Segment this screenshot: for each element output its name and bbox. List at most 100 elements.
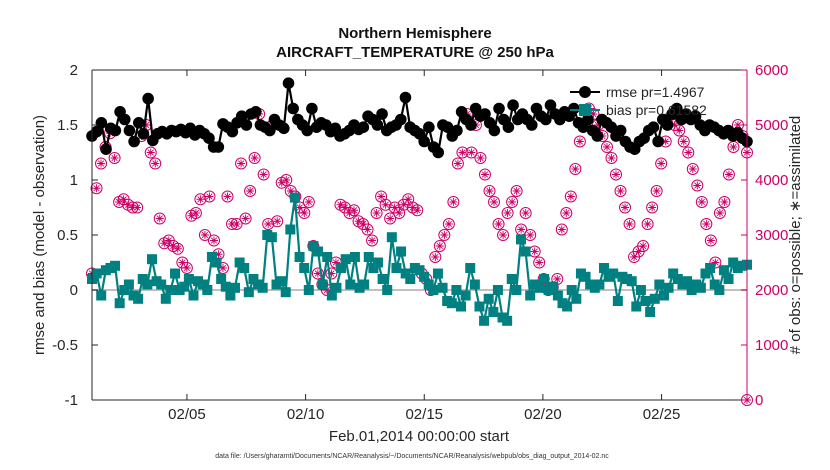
point-bias [114,298,125,309]
point-possible [605,152,618,164]
point-bias [608,268,619,279]
point-rmse [282,77,295,89]
point-assimilated [503,209,512,217]
point-rmse [226,125,239,138]
point-rmse [137,128,150,140]
point-bias [183,274,194,284]
point-assimilated [354,217,363,226]
point-possible [519,207,532,219]
point-bias [566,285,577,295]
point-rmse [90,125,103,138]
point-assimilated [652,187,661,195]
point-possible [695,196,708,208]
point-bias [672,274,683,284]
point-bias [686,285,697,295]
point-possible [722,168,735,181]
point-bias [280,287,291,298]
point-assimilated [336,200,345,209]
point-bias [520,246,531,257]
point-possible [302,196,315,208]
point-possible [433,240,446,252]
series-assimilated [88,104,751,404]
point-assimilated [715,209,724,217]
point-rmse [441,121,454,133]
point-bias [119,285,130,295]
point-possible [370,207,383,219]
point-assimilated [535,258,544,267]
point-possible [90,182,103,195]
point-bias [718,265,729,276]
point-rmse [357,121,370,133]
point-possible [704,234,717,247]
point-assimilated [530,247,539,256]
point-possible [95,157,108,170]
point-possible [239,212,252,225]
point-assimilated [724,170,733,179]
point-rmse [235,110,248,122]
point-possible [510,185,523,197]
point-rmse [100,143,112,155]
point-rmse [109,124,122,137]
point-bias [534,282,545,293]
point-rmse [591,130,604,142]
point-bias [391,263,402,273]
point-assimilated [322,286,331,294]
point-possible [614,185,627,197]
y-tick-label-right: 3000 [755,227,788,244]
point-assimilated [729,143,738,151]
point-rmse [399,91,412,104]
point-assimilated [359,220,368,228]
point-assimilated [499,231,508,239]
point-bias [326,290,337,301]
point-rmse [451,124,463,137]
point-bias [451,285,462,295]
point-rmse [568,102,580,115]
point-assimilated [228,220,237,228]
point-bias [460,290,471,301]
point-bias [377,274,388,284]
point-possible [384,212,397,225]
point-bias [728,257,739,268]
point-assimilated [368,236,377,245]
point-possible [207,234,220,247]
point-bias [372,257,383,268]
point-rmse [465,119,477,131]
point-bias [211,257,222,268]
point-bias [649,293,660,304]
point-assimilated [196,195,205,204]
point-assimilated [214,250,223,259]
point-rmse [418,135,430,148]
point-bias [419,271,430,282]
point-bias [197,279,208,290]
y-tick-label-left: 2 [70,62,78,79]
point-bias [432,268,443,279]
y-tick-label-left: 0.5 [57,227,78,244]
point-bias [308,241,319,251]
point-bias [331,282,342,293]
y-tick-label-right: 6000 [755,62,788,79]
point-bias [110,260,121,271]
y-tick-label-right: 0 [755,392,763,409]
point-assimilated [182,264,191,272]
footnote: data file: /Users/gharamti/Documents/NCA… [215,453,609,460]
point-possible [280,174,293,186]
point-assimilated [453,159,462,168]
point-assimilated [390,203,399,212]
point-bias [405,274,416,284]
point-bias [220,281,231,292]
point-assimilated [142,121,151,129]
point-bias [276,276,287,287]
point-bias [700,268,711,279]
point-rmse [582,113,594,126]
point-assimilated [399,200,408,209]
point-bias [506,274,517,284]
point-assimilated [670,121,679,129]
point-assimilated [733,121,742,129]
point-possible [564,190,577,203]
point-assimilated [661,137,670,146]
point-possible [713,207,726,219]
point-possible [144,146,157,159]
y-tick-label-right: 2000 [755,282,788,299]
point-bias [612,296,623,306]
